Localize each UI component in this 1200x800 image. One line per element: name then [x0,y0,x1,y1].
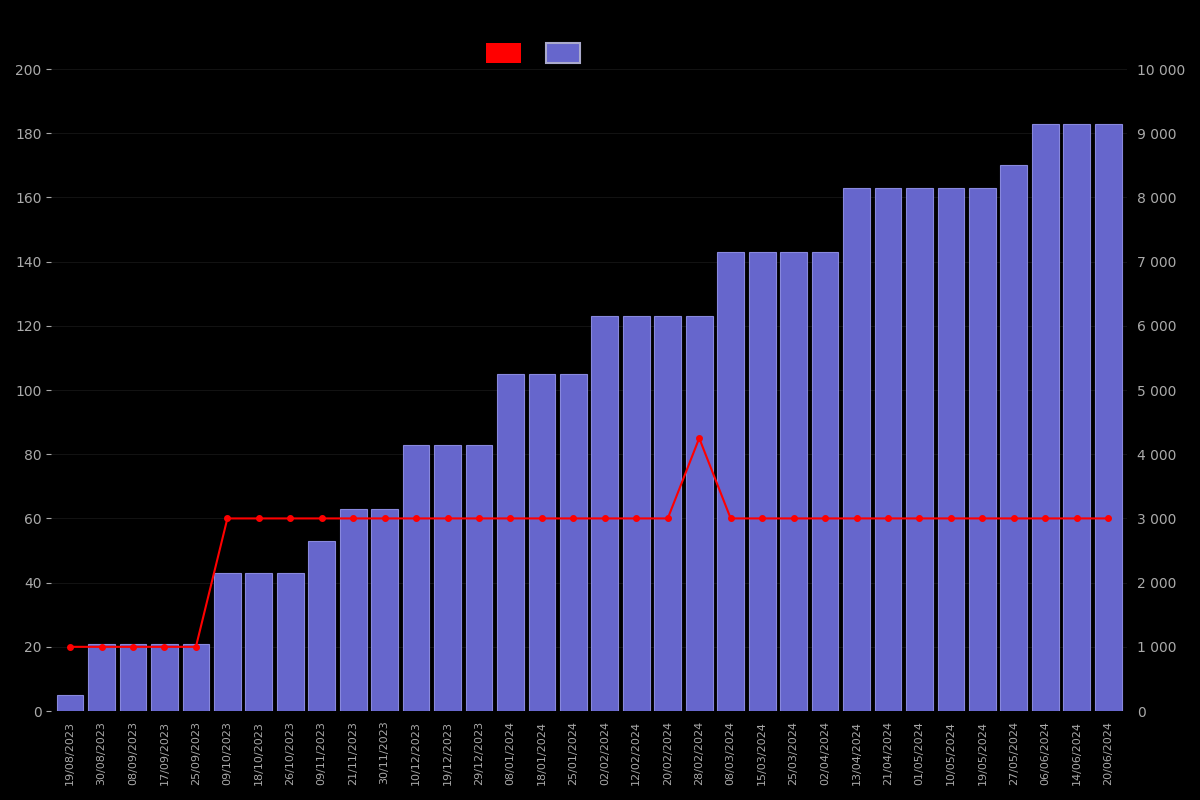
Bar [308,541,335,711]
Bar [937,188,965,711]
Bar [434,445,461,711]
Bar [623,316,649,711]
Bar [1063,123,1090,711]
Bar [718,252,744,711]
Bar [371,509,398,711]
Bar [214,573,241,711]
Bar [1032,123,1058,711]
Bar [182,644,209,711]
Bar [497,374,524,711]
Bar [1094,123,1122,711]
Bar [56,695,84,711]
Bar [340,509,366,711]
Bar [88,644,115,711]
Bar [686,316,713,711]
Legend: , : , [480,38,590,68]
Bar [1001,166,1027,711]
Bar [875,188,901,711]
Bar [780,252,806,711]
Bar [560,374,587,711]
Bar [968,188,996,711]
Bar [151,644,178,711]
Bar [844,188,870,711]
Bar [811,252,839,711]
Bar [749,252,775,711]
Bar [120,644,146,711]
Bar [528,374,556,711]
Bar [592,316,618,711]
Bar [246,573,272,711]
Bar [906,188,932,711]
Bar [403,445,430,711]
Bar [654,316,682,711]
Bar [277,573,304,711]
Bar [466,445,492,711]
